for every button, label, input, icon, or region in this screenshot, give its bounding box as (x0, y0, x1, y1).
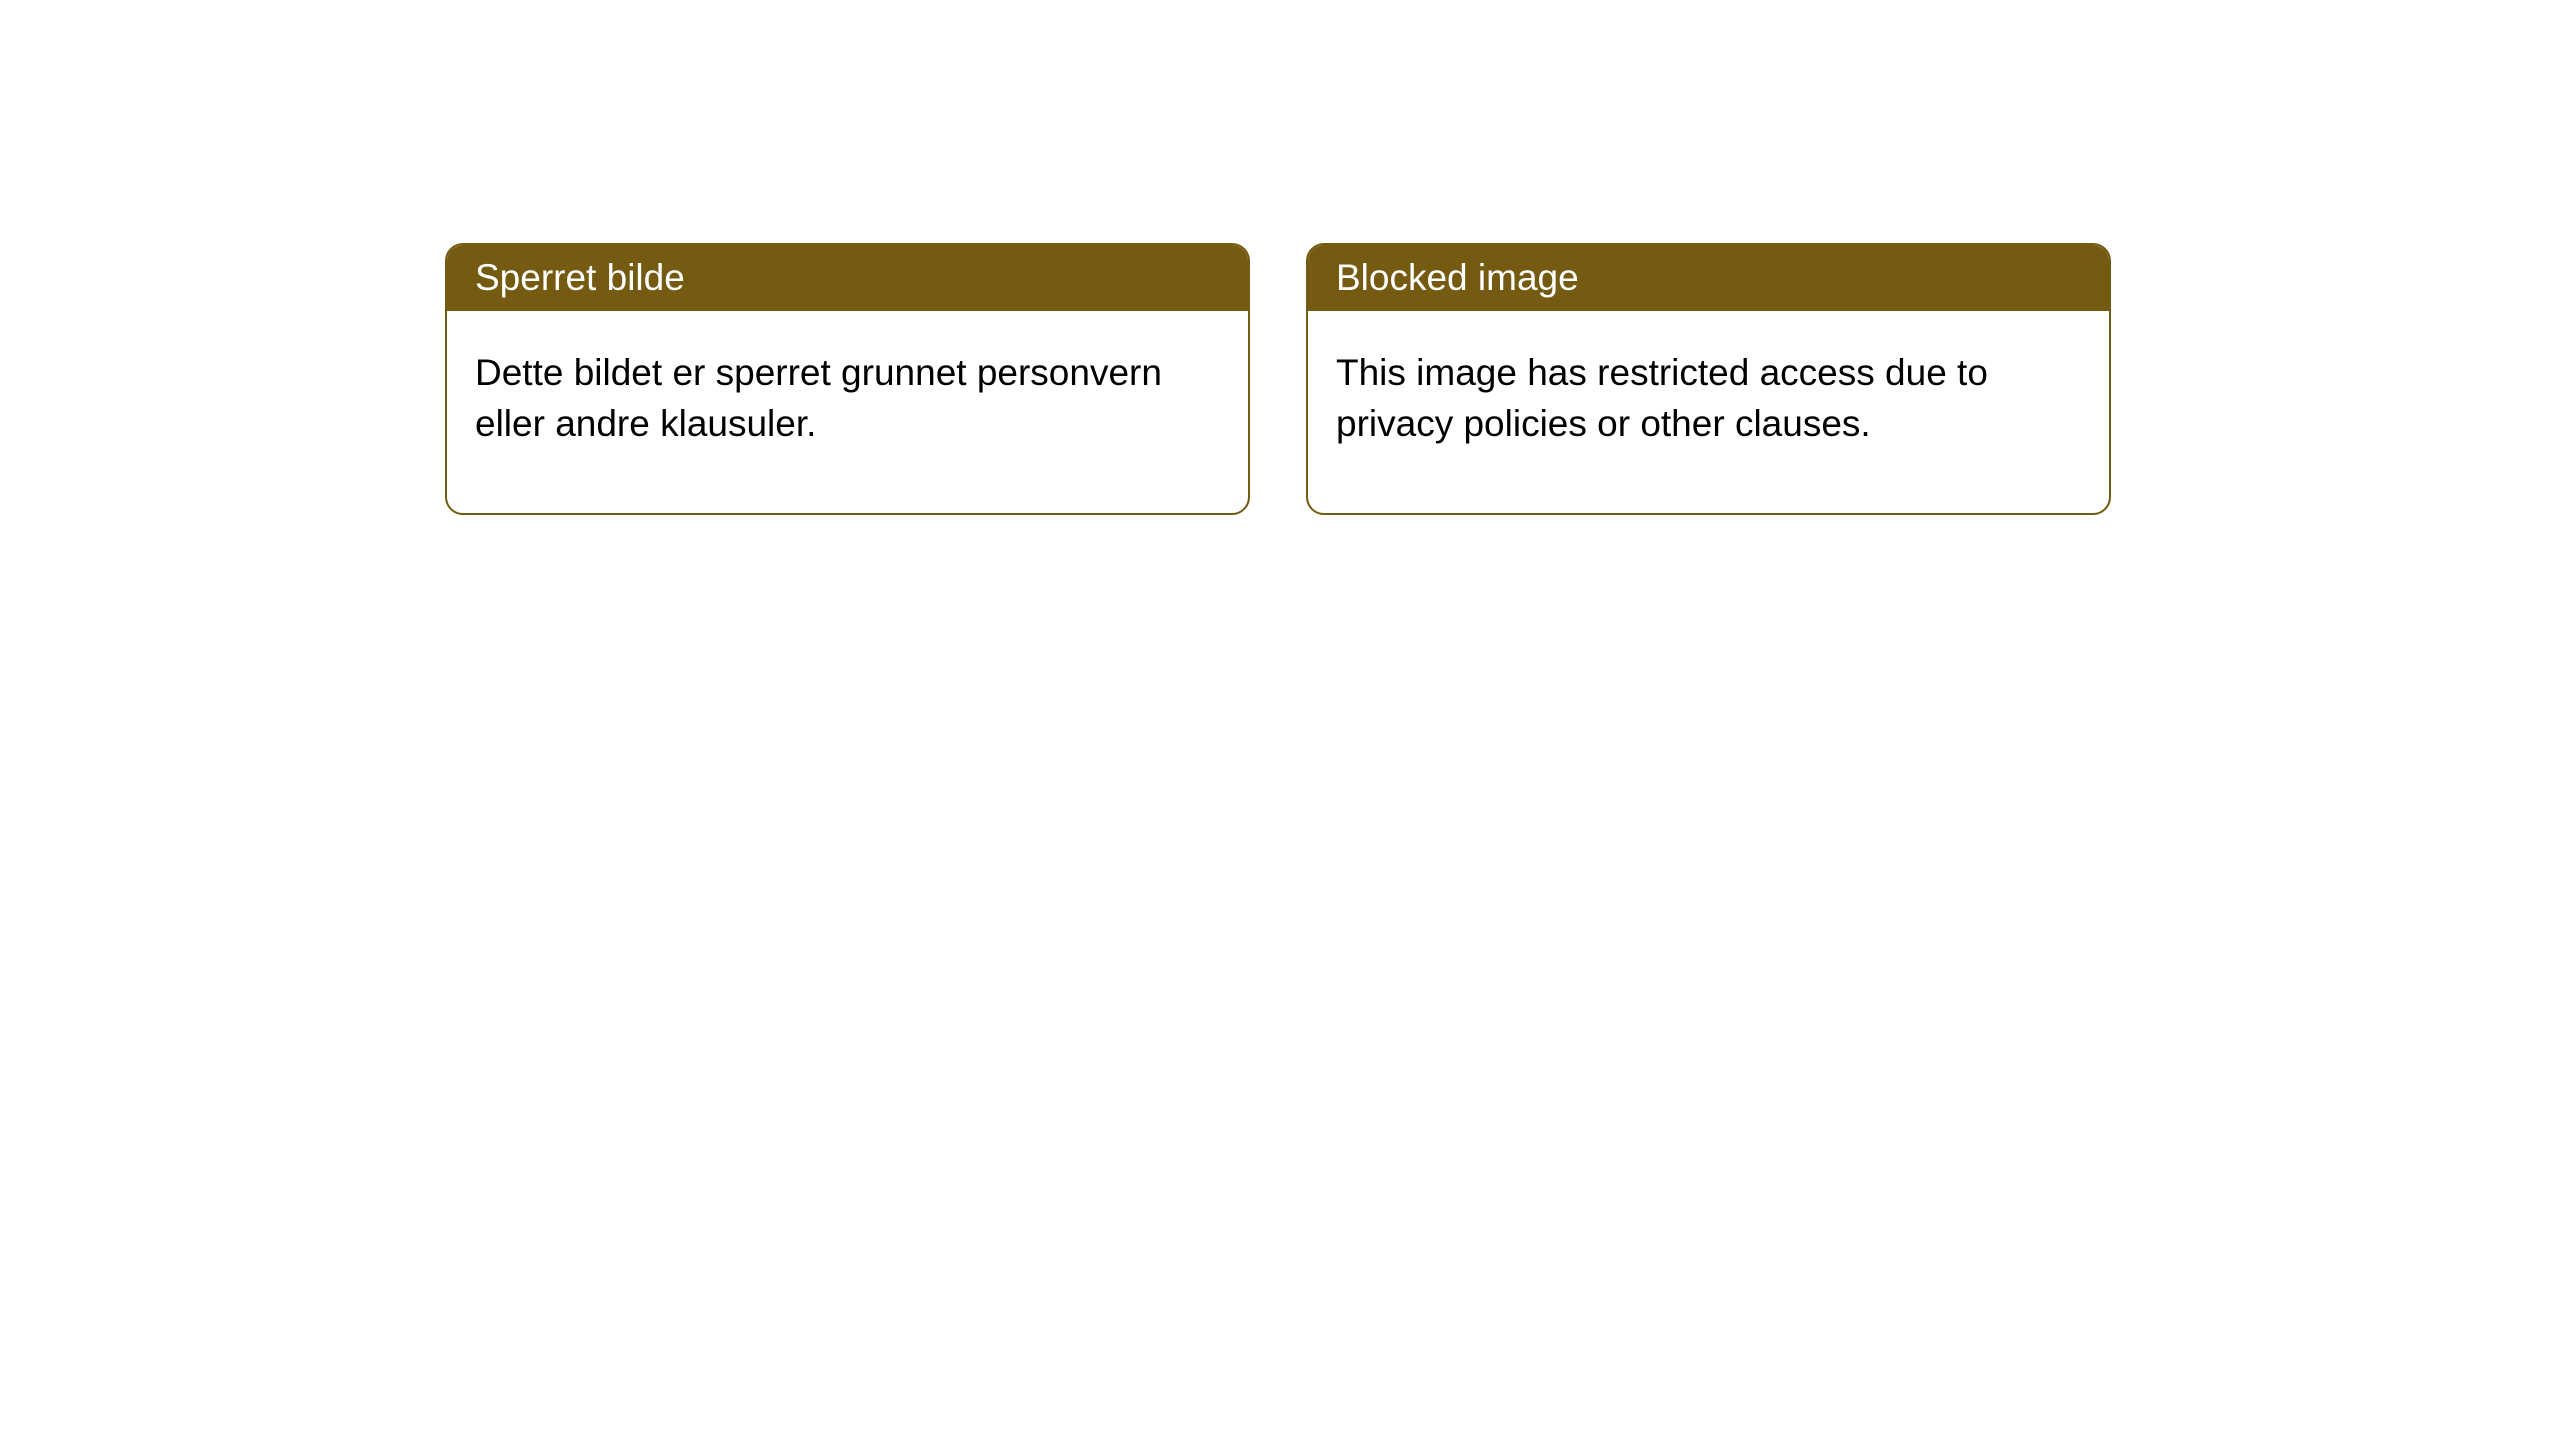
notice-title: Blocked image (1308, 245, 2109, 311)
notice-container: Sperret bilde Dette bildet er sperret gr… (0, 0, 2560, 515)
notice-card-norwegian: Sperret bilde Dette bildet er sperret gr… (445, 243, 1250, 515)
notice-body: Dette bildet er sperret grunnet personve… (447, 311, 1248, 513)
notice-title: Sperret bilde (447, 245, 1248, 311)
notice-body: This image has restricted access due to … (1308, 311, 2109, 513)
notice-card-english: Blocked image This image has restricted … (1306, 243, 2111, 515)
